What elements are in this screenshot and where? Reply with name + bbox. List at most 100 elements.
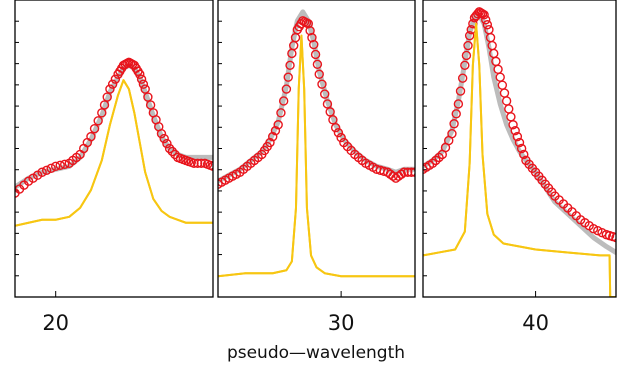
red-data-point [451, 109, 461, 119]
yellow-series-line-top [218, 34, 415, 278]
red-data-point [508, 120, 518, 130]
red-data-point [317, 79, 327, 89]
red-data-point [159, 133, 169, 144]
red-data-point [265, 137, 275, 148]
red-data-point [281, 84, 292, 94]
red-data-point [611, 232, 616, 243]
red-data-point [192, 158, 203, 169]
red-data-point [218, 179, 223, 189]
red-data-point [512, 131, 523, 142]
panel-1: 20 [14, 0, 214, 335]
red-data-point [138, 79, 149, 89]
red-data-point [50, 161, 61, 172]
plot-area-2 [218, 9, 415, 278]
red-data-point [41, 165, 52, 175]
red-data-point [60, 159, 70, 170]
red-data-point [135, 69, 145, 79]
red-data-point [276, 108, 286, 118]
panel-2: 30 [217, 0, 416, 335]
red-data-point [516, 143, 527, 154]
red-data-point [285, 60, 295, 71]
red-data-point [164, 143, 175, 154]
red-data-point [99, 100, 110, 110]
red-data-point [510, 125, 520, 136]
yellow-series-line [423, 22, 616, 297]
red-data-point [495, 72, 505, 82]
red-data-point [461, 50, 472, 61]
yellow-series-line-top [423, 22, 616, 297]
red-data-point [270, 125, 281, 136]
red-data-point [102, 92, 112, 102]
red-data-point [107, 79, 118, 89]
x-tick-label: 20 [42, 311, 69, 335]
red-data-point [156, 128, 167, 139]
red-data-point [320, 89, 330, 99]
panel-frame [14, 0, 214, 298]
x-axis-title: pseudo—wavelength [227, 343, 405, 363]
red-data-point [330, 123, 341, 133]
red-data-point [455, 86, 466, 96]
red-data-point [447, 128, 457, 139]
red-data-point [303, 19, 313, 29]
red-data-point [322, 99, 333, 109]
x-tick-label: 30 [328, 311, 355, 335]
plot-area-3 [423, 7, 616, 297]
red-data-point [46, 163, 56, 174]
gray-series-line [423, 12, 616, 255]
red-data-point [89, 123, 100, 134]
red-data-point [406, 167, 415, 177]
red-data-point [307, 32, 317, 43]
red-data-point [278, 96, 289, 106]
red-data-point [273, 120, 283, 130]
red-data-point [449, 119, 459, 129]
red-data-point [189, 158, 199, 169]
red-data-point [403, 167, 413, 177]
red-data-point [482, 20, 493, 30]
red-data-point [55, 160, 65, 171]
red-data-point [410, 167, 415, 177]
red-data-point [328, 115, 338, 125]
red-data-point [143, 92, 153, 102]
red-data-point [514, 137, 525, 148]
red-data-point [305, 25, 315, 36]
red-data-point [162, 138, 172, 149]
red-data-point [93, 116, 103, 126]
red-data-point [268, 131, 278, 142]
red-data-point [479, 10, 489, 20]
red-data-point [140, 84, 150, 94]
red-data-point [506, 112, 516, 122]
red-data-point [333, 127, 344, 138]
yellow-series-line-top [15, 79, 213, 227]
red-data-point [310, 49, 321, 60]
red-data-point [208, 161, 213, 172]
red-data-point [501, 96, 512, 106]
red-data-point [453, 99, 464, 109]
red-data-point [145, 100, 156, 110]
red-data-point [519, 149, 529, 160]
red-data-point [314, 69, 324, 79]
red-data-point [481, 15, 491, 25]
plot-area-1 [15, 57, 213, 227]
red-data-point [86, 131, 96, 142]
red-data-point [196, 158, 206, 169]
red-data-point [396, 169, 407, 179]
red-data-point [493, 64, 503, 75]
red-data-point [460, 60, 470, 71]
panel-3: 40 [422, 0, 617, 335]
red-data-point [37, 167, 47, 177]
red-data-point [283, 72, 293, 82]
red-data-point [463, 40, 473, 51]
red-data-point [497, 80, 508, 90]
red-data-point [593, 225, 603, 236]
red-data-point [312, 59, 323, 70]
red-data-point [105, 84, 115, 94]
yellow-series-line [15, 79, 213, 227]
x-tick-label: 40 [522, 311, 549, 335]
red-data-point [110, 74, 121, 84]
red-data-point [499, 88, 510, 98]
red-data-point [167, 146, 178, 157]
red-data-point [399, 167, 409, 177]
red-data-point [309, 39, 319, 50]
red-data-point [504, 104, 514, 114]
